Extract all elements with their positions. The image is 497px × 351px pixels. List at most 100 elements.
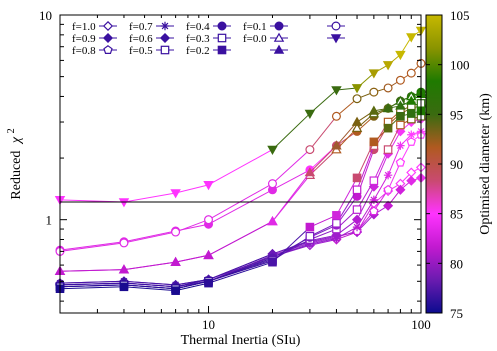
legend-item: f=0.7 <box>129 21 174 33</box>
legend-marker <box>330 34 342 44</box>
legend-marker <box>331 21 341 31</box>
series-segment <box>208 149 273 186</box>
series-segment <box>175 280 209 290</box>
legend-marker <box>103 45 113 55</box>
legend-label: f=0.6 <box>129 33 153 45</box>
data-point <box>204 215 214 225</box>
data-point <box>119 282 129 292</box>
data-point <box>267 145 278 156</box>
series-segment <box>208 189 273 225</box>
series-segment <box>123 230 176 243</box>
data-point <box>406 175 417 186</box>
data-point <box>305 231 315 241</box>
data-point <box>369 195 379 205</box>
series-segment <box>373 174 389 201</box>
y-axis-label: Reduced χ 2 <box>6 128 24 199</box>
series-segment <box>59 282 124 286</box>
data-point <box>395 50 406 61</box>
data-point <box>383 145 393 154</box>
legend-item: f=0.4 <box>186 21 231 33</box>
series-13 <box>55 58 426 256</box>
series-segment <box>208 253 273 280</box>
data-point <box>352 173 362 183</box>
data-point <box>267 179 277 189</box>
legend-item <box>270 44 288 54</box>
data-point <box>171 286 180 295</box>
series-segment <box>356 199 375 228</box>
data-point <box>383 200 394 211</box>
series-segment <box>123 286 176 292</box>
series-segment <box>336 177 358 216</box>
colorbar-tick-label: 75 <box>450 306 463 321</box>
series-segment <box>356 186 375 220</box>
series-segment <box>59 280 124 284</box>
plot-frame <box>59 14 422 314</box>
data-point <box>368 69 380 79</box>
data-point <box>383 170 393 180</box>
legend-item: f=0.3 <box>186 33 231 45</box>
series-segment <box>387 145 401 176</box>
series-segment <box>373 149 389 181</box>
data-point <box>369 87 379 97</box>
data-point <box>406 33 417 43</box>
data-point <box>331 86 342 96</box>
legend-label: f=0.3 <box>186 33 210 45</box>
series-segment <box>175 184 209 194</box>
series-segment <box>59 241 125 251</box>
series-segment <box>387 162 401 190</box>
data-point <box>331 230 342 241</box>
series-segment <box>175 254 209 263</box>
series-segment <box>309 224 337 238</box>
colorbar: 75 80 85 90 95 100 105 <box>425 8 470 321</box>
series-segment <box>336 98 358 117</box>
data-point <box>383 184 393 194</box>
data-point <box>331 111 341 121</box>
legend-marker <box>273 32 285 42</box>
colorbar-tick-label: 80 <box>450 256 463 271</box>
y-tick-label: 1 <box>46 213 53 228</box>
legend-marker <box>160 21 170 31</box>
data-point <box>352 185 362 195</box>
data-point <box>382 102 394 113</box>
series-segment <box>272 149 311 185</box>
colorbar-tick-label: 95 <box>450 107 463 122</box>
series-segment <box>123 192 176 203</box>
series-segment <box>208 261 273 284</box>
legend-item <box>327 34 345 44</box>
data-point <box>268 257 277 267</box>
data-point <box>382 61 394 71</box>
data-point <box>203 249 214 260</box>
legend-marker <box>274 21 284 31</box>
series-segment <box>175 282 209 292</box>
data-point <box>352 222 362 232</box>
legend-marker <box>102 32 114 44</box>
legend-item: f=0.8 <box>72 45 117 57</box>
legend-item: f=1.0 <box>72 20 117 33</box>
legend-marker <box>159 32 171 44</box>
legend-label: f=0.1 <box>243 21 267 33</box>
series-segment <box>309 149 337 176</box>
data-point <box>119 238 129 248</box>
series-segment <box>59 242 125 252</box>
series-12 <box>54 88 427 276</box>
legend-label: f=0.9 <box>72 33 96 45</box>
data-point <box>171 227 181 237</box>
legend-marker <box>160 45 170 55</box>
series-layer <box>54 26 427 295</box>
series-segment <box>309 115 337 150</box>
series-9 <box>55 106 426 295</box>
data-point <box>407 130 416 139</box>
data-point <box>369 206 379 216</box>
data-point <box>395 184 406 195</box>
data-point <box>352 94 362 104</box>
colorbar-tick-label: 105 <box>450 8 470 23</box>
series-segment <box>309 214 337 228</box>
series-segment <box>175 279 209 288</box>
data-point <box>351 214 363 225</box>
data-point <box>170 189 181 199</box>
legend-item: f=0.6 <box>129 32 174 45</box>
legend-item: f=0.0 <box>243 32 288 45</box>
data-point <box>203 181 214 191</box>
y-axis-label-symbol: χ <box>9 136 24 145</box>
